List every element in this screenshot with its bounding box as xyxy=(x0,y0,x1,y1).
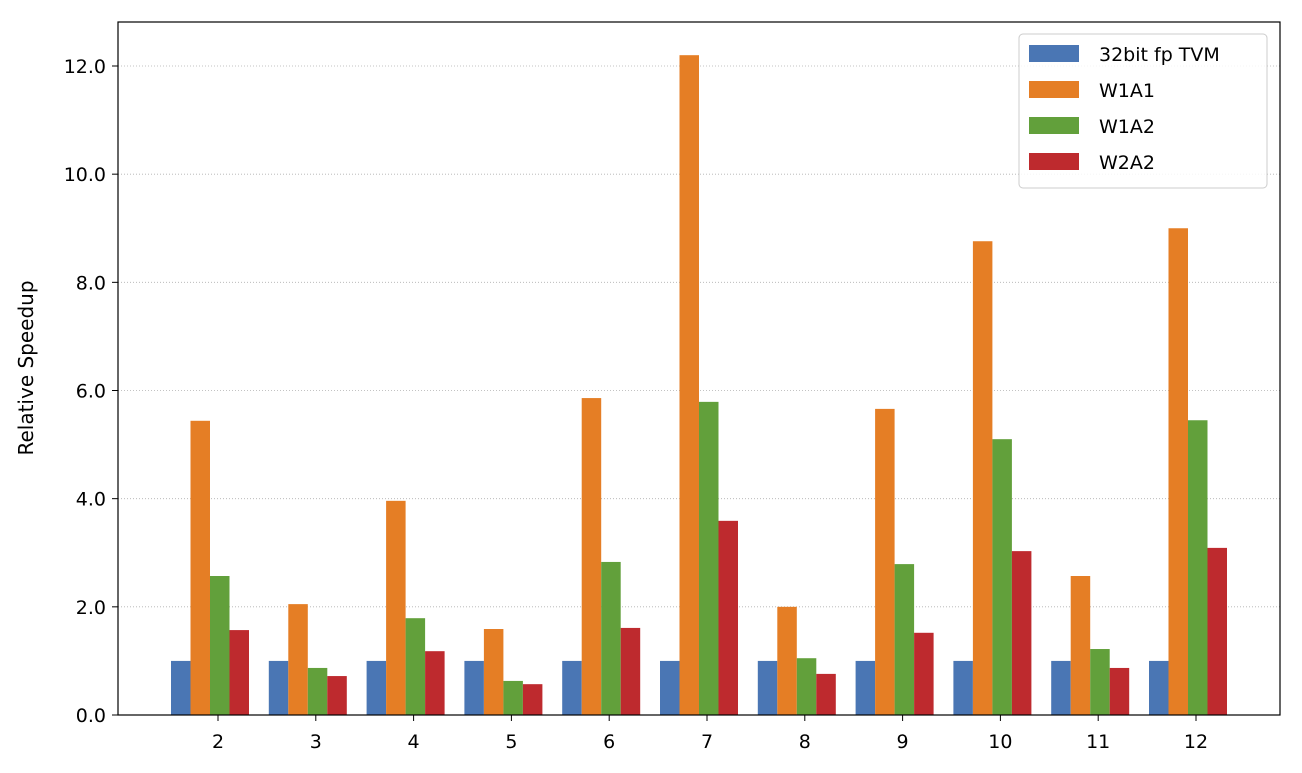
x-tick-label: 9 xyxy=(897,731,909,753)
bar-w1a1-2 xyxy=(190,420,210,715)
bar-32bit-fp-tvm-5 xyxy=(464,660,484,715)
bar-w1a2-6 xyxy=(601,561,621,715)
x-tick-label: 4 xyxy=(408,731,420,753)
bar-w2a2-6 xyxy=(620,627,641,715)
bar-w1a2-3 xyxy=(307,667,328,715)
bar-32bit-fp-tvm-4 xyxy=(366,660,387,715)
y-tick-label: 12.0 xyxy=(64,56,106,78)
bar-32bit-fp-tvm-10 xyxy=(953,660,973,715)
bar-w1a2-12 xyxy=(1188,420,1208,715)
bar-w1a1-3 xyxy=(288,604,308,715)
x-tick-label: 8 xyxy=(799,731,811,753)
bar-w1a1-6 xyxy=(581,398,602,715)
bar-w1a2-4 xyxy=(405,618,426,715)
x-tick-label: 2 xyxy=(212,731,224,753)
bar-w1a1-8 xyxy=(777,606,797,715)
bar-w1a1-11 xyxy=(1070,576,1091,715)
y-tick-label: 6.0 xyxy=(76,381,106,403)
legend-swatch xyxy=(1029,81,1079,98)
bar-w1a2-8 xyxy=(796,658,817,715)
legend-label: 32bit fp TVM xyxy=(1099,44,1220,66)
bar-w1a1-10 xyxy=(972,241,993,716)
bar-w1a2-5 xyxy=(503,680,523,715)
bar-w2a2-7 xyxy=(718,520,738,715)
legend-label: W1A2 xyxy=(1099,116,1155,138)
bar-w2a2-11 xyxy=(1109,667,1130,715)
x-tick-label: 12 xyxy=(1184,731,1208,753)
bar-w2a2-4 xyxy=(425,651,445,715)
y-axis: 0.0 2.0 4.0 6.0 8.0 10.0 12.0 xyxy=(64,56,118,727)
bar-32bit-fp-tvm-3 xyxy=(268,660,289,715)
legend: 32bit fp TVM W1A1 W1A2 W2A2 xyxy=(1018,33,1268,189)
x-tick-label: 5 xyxy=(505,731,517,753)
bar-32bit-fp-tvm-11 xyxy=(1051,660,1071,715)
bar-32bit-fp-tvm-2 xyxy=(171,660,191,715)
bar-32bit-fp-tvm-8 xyxy=(757,660,778,715)
y-tick-label: 10.0 xyxy=(64,164,106,186)
bar-w1a2-10 xyxy=(992,439,1012,715)
legend-swatch xyxy=(1029,45,1079,62)
y-tick-label: 8.0 xyxy=(76,272,106,294)
plot-frame xyxy=(117,21,1281,716)
bar-w1a2-11 xyxy=(1090,649,1110,715)
y-tick-label: 4.0 xyxy=(76,489,106,511)
bar-w1a1-5 xyxy=(483,629,504,715)
bar-32bit-fp-tvm-6 xyxy=(562,660,582,715)
bar-w2a2-5 xyxy=(522,684,543,715)
x-axis: 2 3 4 5 6 7 8 9 10 11 12 xyxy=(212,715,1208,753)
bar-w2a2-12 xyxy=(1207,547,1227,715)
bar-w1a1-12 xyxy=(1168,228,1188,715)
bar-w2a2-9 xyxy=(914,632,934,715)
bar-w2a2-2 xyxy=(229,630,249,715)
bar-w1a2-2 xyxy=(210,576,230,715)
legend-box xyxy=(1018,33,1268,189)
bars xyxy=(171,55,1227,716)
bar-w2a2-8 xyxy=(816,673,836,715)
legend-swatch xyxy=(1029,153,1079,170)
y-tick-label: 2.0 xyxy=(76,597,106,619)
bar-w1a1-7 xyxy=(679,55,699,715)
legend-label: W1A1 xyxy=(1099,80,1155,102)
bar-w1a1-4 xyxy=(386,500,406,715)
legend-label: W2A2 xyxy=(1099,152,1155,174)
legend-swatch xyxy=(1029,117,1079,134)
bar-w2a2-3 xyxy=(327,676,347,715)
y-axis-label: Relative Speedup xyxy=(14,280,38,455)
bar-32bit-fp-tvm-12 xyxy=(1149,660,1169,715)
bar-32bit-fp-tvm-7 xyxy=(660,660,680,715)
x-tick-label: 11 xyxy=(1086,731,1110,753)
bar-32bit-fp-tvm-9 xyxy=(855,660,876,715)
x-tick-label: 7 xyxy=(701,731,713,753)
x-tick-label: 3 xyxy=(310,731,322,753)
x-tick-label: 6 xyxy=(603,731,615,753)
bar-w1a1-9 xyxy=(875,408,895,715)
bar-w1a2-7 xyxy=(699,401,719,715)
y-tick-label: 0.0 xyxy=(76,705,106,727)
x-tick-label: 10 xyxy=(988,731,1012,753)
bar-w1a2-9 xyxy=(894,564,915,715)
bar-w2a2-10 xyxy=(1011,551,1032,715)
